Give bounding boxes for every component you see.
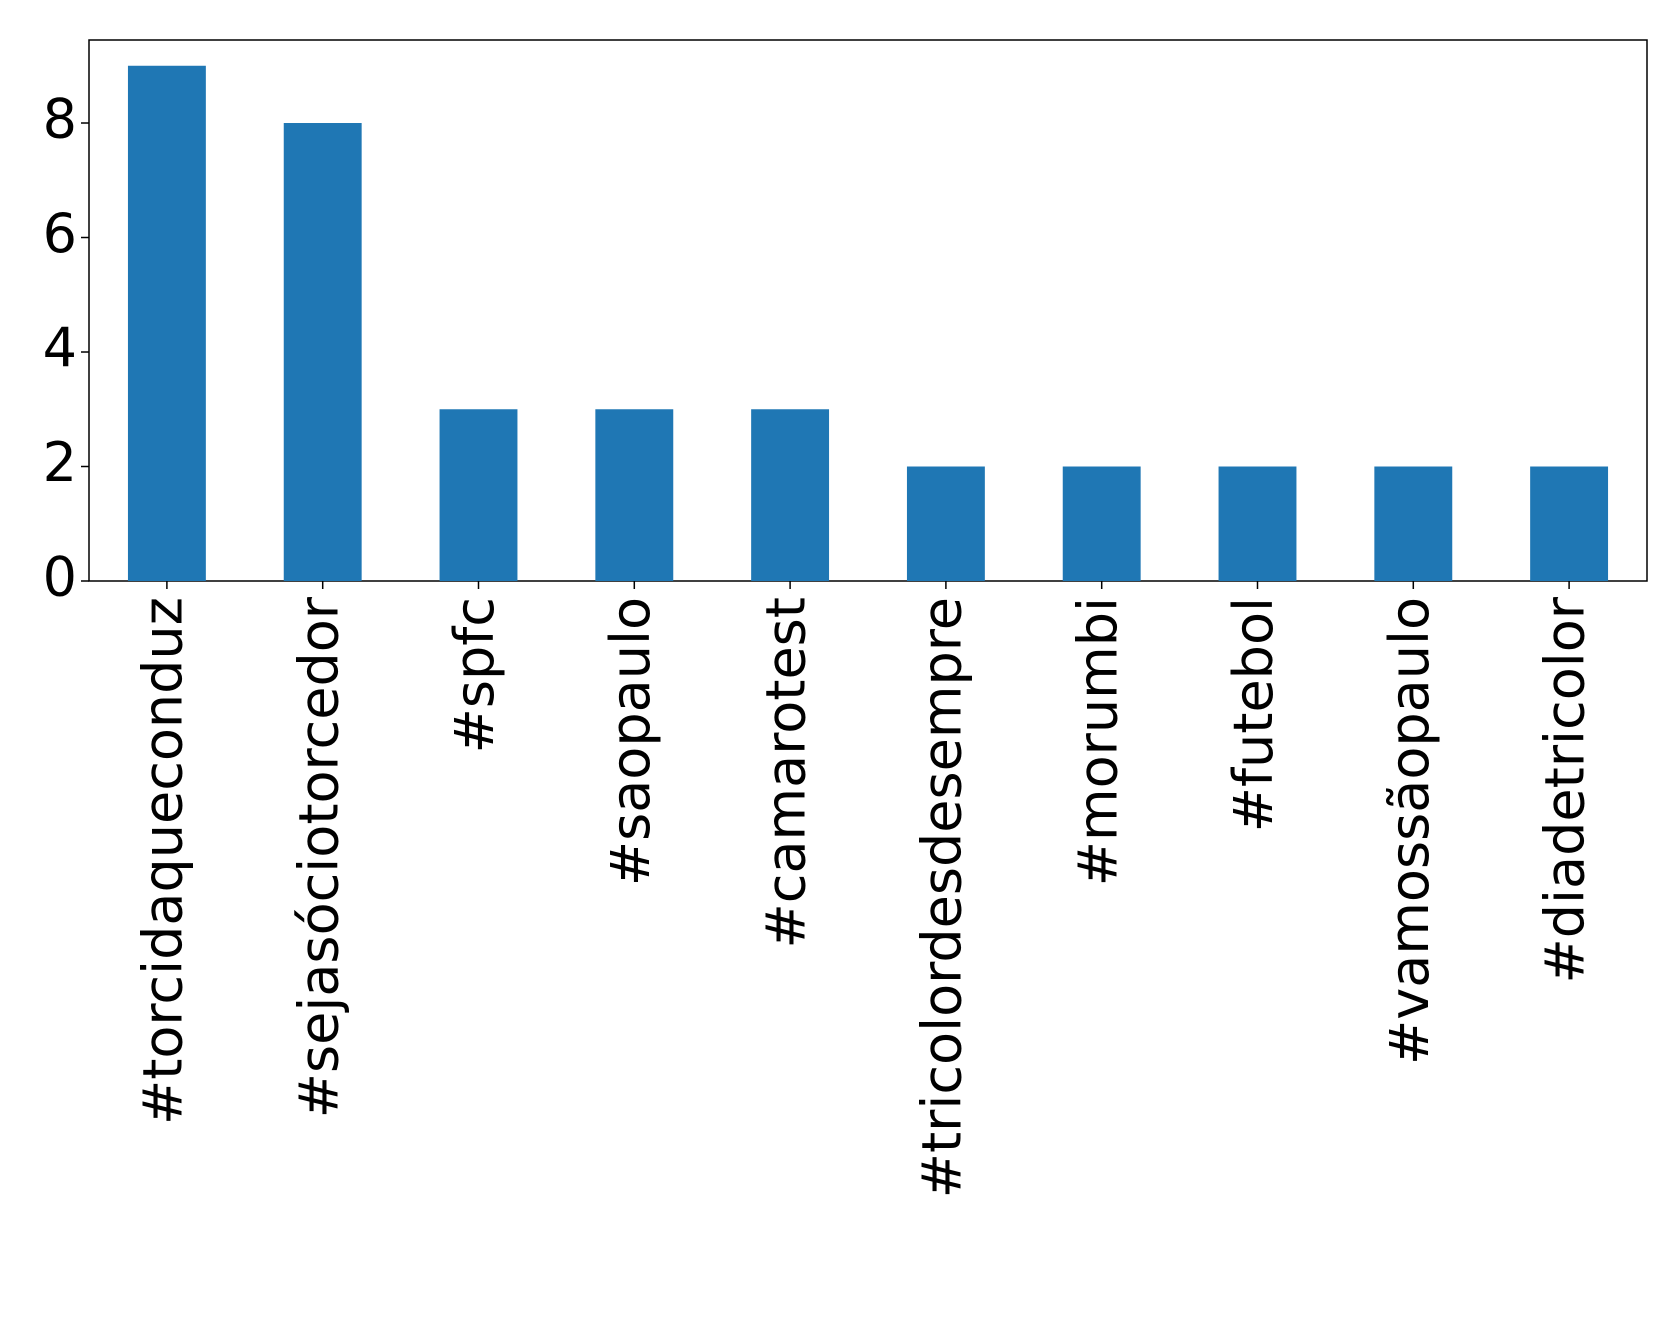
y-tick-label: 8 xyxy=(43,88,77,151)
y-tick-label: 0 xyxy=(43,546,77,609)
x-tick-label: #diadetricolor xyxy=(1534,596,1597,983)
bar xyxy=(1062,466,1141,581)
bar xyxy=(1374,466,1453,581)
bar xyxy=(1530,466,1609,581)
bar xyxy=(283,123,362,581)
x-tick-label: #futebol xyxy=(1222,597,1285,832)
x-tick-label: #torcidaqueconduz xyxy=(132,597,195,1125)
bar xyxy=(1218,466,1297,581)
bar xyxy=(751,409,830,581)
bar xyxy=(127,65,206,581)
y-tick-label: 4 xyxy=(43,317,77,380)
x-tick-label: #vamossãopaulo xyxy=(1378,597,1441,1065)
plot-frame xyxy=(88,39,1648,582)
y-tick-label: 6 xyxy=(43,202,77,265)
y-tick-label: 2 xyxy=(43,431,77,494)
x-tick-label: #camarotest xyxy=(755,597,818,948)
x-tick-label: #sejasóciotorcedor xyxy=(287,596,350,1118)
bar xyxy=(595,409,674,581)
x-tick-label: #spfc xyxy=(443,597,506,753)
x-tick-label: #saopaulo xyxy=(599,597,662,886)
x-tick-label: #tricolordesdesempre xyxy=(911,597,974,1198)
bar xyxy=(906,466,985,581)
x-tick-label: #morumbi xyxy=(1066,597,1129,886)
bar xyxy=(439,409,518,581)
